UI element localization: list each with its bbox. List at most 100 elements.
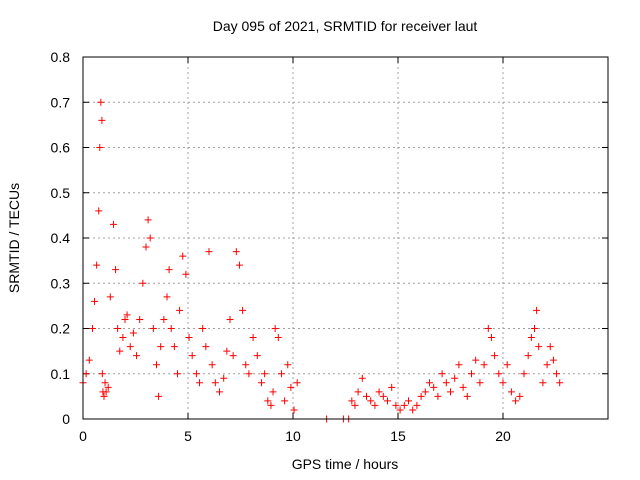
- data-point: [426, 379, 433, 387]
- data-point: [258, 379, 265, 387]
- data-point: [226, 315, 234, 323]
- data-point: [281, 397, 289, 405]
- data-point: [388, 383, 396, 391]
- y-tick-label: 0.4: [51, 230, 71, 246]
- data-point: [160, 315, 168, 323]
- data-point: [98, 116, 106, 124]
- data-point: [106, 293, 114, 301]
- data-point: [249, 334, 257, 342]
- y-tick-label: 0: [62, 411, 70, 427]
- y-tick-label: 0.7: [51, 94, 71, 110]
- data-point: [133, 352, 141, 360]
- grid: [83, 57, 608, 419]
- data-point: [409, 406, 417, 414]
- data-point: [229, 352, 237, 360]
- data-point: [96, 144, 104, 151]
- data-point: [468, 370, 475, 378]
- y-tick-label: 0.1: [51, 366, 71, 382]
- data-point: [503, 361, 511, 369]
- data-point: [116, 347, 124, 355]
- data-point: [100, 392, 108, 400]
- data-point: [208, 361, 216, 369]
- data-point: [512, 397, 520, 405]
- data-point: [192, 370, 200, 378]
- data-point: [438, 370, 446, 378]
- data-point: [351, 401, 359, 409]
- data-point: [269, 388, 277, 396]
- data-point: [527, 334, 535, 342]
- y-axis-title: SRMTID / TECUs: [6, 183, 22, 293]
- data-point: [556, 379, 564, 387]
- data-point: [442, 379, 450, 387]
- data-point: [459, 383, 467, 391]
- data-point: [396, 406, 404, 414]
- data-point: [253, 352, 261, 360]
- data-point: [549, 356, 557, 364]
- data-point: [447, 388, 454, 396]
- data-point: [413, 401, 421, 409]
- data-point: [546, 343, 554, 351]
- data-point: [85, 356, 93, 364]
- data-point: [430, 383, 438, 391]
- data-point: [153, 361, 160, 369]
- data-point: [358, 374, 366, 382]
- data-point: [287, 383, 295, 391]
- data-point: [223, 347, 231, 355]
- data-point: [491, 352, 499, 360]
- data-point: [167, 325, 175, 332]
- data-point: [88, 325, 96, 332]
- data-point: [104, 383, 112, 391]
- data-point: [495, 370, 503, 378]
- data-point: [112, 266, 120, 274]
- data-point: [91, 297, 99, 305]
- data-point: [205, 248, 213, 256]
- data-point: [109, 220, 117, 228]
- data-points: [79, 98, 564, 423]
- data-point: [211, 379, 219, 387]
- data-point: [371, 401, 379, 409]
- data-point: [196, 379, 204, 387]
- data-point: [421, 388, 429, 396]
- data-point: [476, 379, 484, 387]
- data-point: [139, 279, 147, 287]
- data-point: [199, 325, 207, 332]
- y-tick-label: 0.5: [51, 185, 71, 201]
- data-point: [119, 334, 127, 342]
- data-point: [348, 397, 356, 405]
- data-point: [392, 401, 400, 409]
- data-point: [535, 343, 543, 351]
- data-point: [232, 248, 240, 256]
- data-point: [455, 361, 463, 369]
- data-point: [277, 370, 285, 378]
- data-point: [284, 361, 292, 369]
- data-point: [97, 98, 105, 106]
- data-point: [220, 374, 228, 382]
- y-tick-label: 0.6: [51, 140, 71, 156]
- data-point: [155, 392, 163, 400]
- data-point: [170, 343, 178, 351]
- y-tick-label: 0.2: [51, 321, 71, 337]
- data-point: [163, 293, 171, 301]
- data-point: [487, 334, 495, 342]
- y-tick-label: 0.8: [51, 49, 71, 65]
- x-tick-label: 15: [390, 428, 406, 444]
- data-point: [553, 370, 561, 378]
- data-point: [185, 334, 193, 342]
- data-point: [400, 401, 408, 409]
- data-point: [543, 361, 551, 369]
- data-point: [102, 388, 110, 396]
- x-tick-label: 5: [184, 428, 192, 444]
- data-point: [174, 370, 181, 378]
- data-point: [146, 234, 154, 242]
- data-point: [123, 311, 131, 319]
- data-point: [216, 388, 223, 396]
- data-point: [149, 325, 157, 332]
- data-point: [384, 397, 391, 405]
- data-point: [82, 370, 90, 378]
- data-point: [531, 325, 538, 332]
- data-point: [121, 315, 129, 323]
- plot-frame: [82, 56, 609, 420]
- data-point: [472, 356, 480, 364]
- data-point: [499, 379, 507, 387]
